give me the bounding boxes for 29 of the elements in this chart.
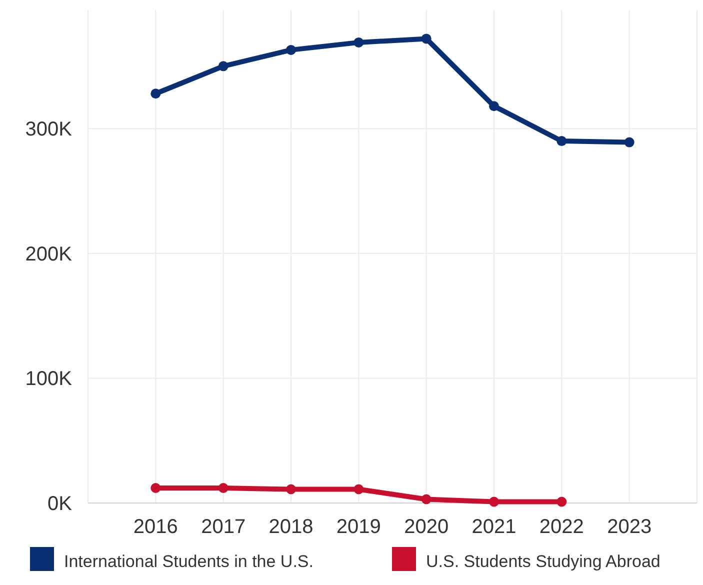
x-tick-label: 2022 (539, 516, 584, 538)
legend-label: International Students in the U.S. (64, 552, 314, 571)
point (218, 61, 228, 72)
point (489, 496, 499, 507)
point (421, 494, 432, 504)
point (624, 137, 634, 148)
x-tick-label: 2020 (404, 516, 449, 538)
point (218, 483, 228, 494)
point (354, 484, 364, 494)
point (150, 88, 161, 99)
y-tick-label: 200K (25, 243, 73, 266)
point (556, 136, 567, 146)
x-tick-label: 2019 (336, 516, 381, 538)
point (286, 44, 296, 55)
point (489, 101, 499, 112)
y-tick-label: 100K (25, 368, 73, 390)
point (150, 483, 161, 494)
point (354, 37, 364, 48)
x-tick-label: 2023 (607, 516, 652, 538)
point (286, 484, 296, 494)
point (421, 34, 432, 44)
x-tick-label: 2021 (472, 516, 516, 538)
y-tick-label: 0K (48, 493, 73, 515)
legend-label: U.S. Students Studying Abroad (426, 552, 660, 571)
x-tick-label: 2018 (268, 516, 314, 538)
x-tick-label: 2016 (133, 516, 178, 538)
x-tick-label: 2017 (201, 516, 246, 538)
y-tick-label: 300K (25, 118, 73, 141)
point (556, 496, 567, 507)
